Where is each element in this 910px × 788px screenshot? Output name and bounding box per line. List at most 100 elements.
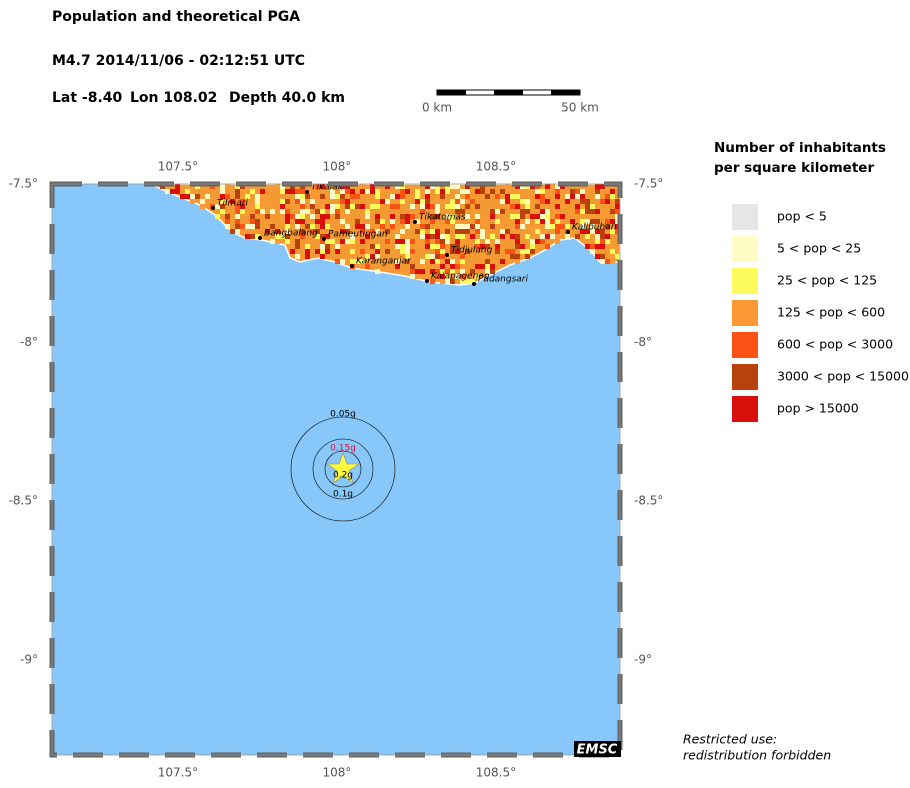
population-cell [285,189,290,194]
population-cell [235,219,240,224]
population-cell [525,199,530,204]
legend: pop < 5 5 < pop < 25 25 < pop < 125 125 < p… [732,204,909,422]
population-cell [265,229,270,234]
population-cell [350,204,355,209]
population-cell [325,234,330,239]
population-cell [485,264,490,269]
population-cell [420,189,425,194]
population-cell [510,214,515,219]
population-cell [340,189,345,194]
population-cell [265,194,270,199]
population-cell [185,189,190,194]
population-cell [595,209,600,214]
population-cell [610,249,615,254]
population-cell [250,204,255,209]
population-cell [360,184,365,189]
population-cell [440,249,445,254]
population-cell [405,249,410,254]
population-cell [235,204,240,209]
population-cell [355,219,360,224]
population-cell [600,209,605,214]
population-cell [245,204,250,209]
population-cell [165,189,170,194]
population-cell [485,254,490,259]
population-cell [245,224,250,229]
population-cell [360,234,365,239]
population-cell [500,234,505,239]
population-cell [340,259,345,264]
population-cell [360,249,365,254]
city-label: Tidjulang [451,246,493,256]
population-cell [420,234,425,239]
population-cell [300,214,305,219]
population-cell [350,234,355,239]
population-cell [535,204,540,209]
population-cell [455,249,460,254]
population-cell [555,209,560,214]
city-marker [425,279,429,283]
population-cell [315,184,320,189]
population-cell [440,194,445,199]
population-cell [450,199,455,204]
graticule-labels: 107.5° 107.5° 108° 108° 108.5° 108.5° -7.5° -7.… [9,160,664,780]
population-cell [540,199,545,204]
population-cell [475,219,480,224]
population-cell [400,239,405,244]
population-cell [490,224,495,229]
population-cell [285,224,290,229]
city-marker [413,220,417,224]
population-cell [575,209,580,214]
population-cell [430,234,435,239]
population-cell [610,229,615,234]
population-cell [375,224,380,229]
population-cell [230,189,235,194]
population-cell [490,269,495,274]
population-cell [305,194,310,199]
population-cell [320,224,325,229]
population-cell [445,279,450,284]
population-cell [550,219,555,224]
pga-label: 0.15g [330,444,356,454]
population-cell [460,209,465,214]
population-cell [265,214,270,219]
population-cell [460,189,465,194]
population-cell [595,229,600,234]
population-cell [440,189,445,194]
population-cell [455,264,460,269]
population-cell [500,209,505,214]
population-cell [460,229,465,234]
population-cell [425,189,430,194]
population-cell [560,219,565,224]
population-cell [395,204,400,209]
population-cell [325,244,330,249]
population-cell [250,209,255,214]
population-cell [390,214,395,219]
population-cell [510,189,515,194]
population-cell [330,234,335,239]
population-cell [535,219,540,224]
population-cell [205,194,210,199]
population-cell [465,224,470,229]
population-cell [425,194,430,199]
population-cell [230,229,235,234]
population-cell [240,209,245,214]
population-cell [200,204,205,209]
population-cell [215,214,220,219]
legend-swatch [732,332,758,358]
population-cell [600,259,605,264]
population-cell [455,219,460,224]
population-cell [245,194,250,199]
population-cell [560,204,565,209]
population-cell [415,189,420,194]
city-label: Karanganjar [356,257,412,267]
population-cell [460,244,465,249]
population-cell [510,254,515,259]
population-cell [415,274,420,279]
population-cell [595,234,600,239]
population-cell [580,194,585,199]
population-cell [285,194,290,199]
population-cell [285,209,290,214]
usage-note: Restricted use: [683,732,777,747]
population-cell [280,234,285,239]
population-cell [595,219,600,224]
